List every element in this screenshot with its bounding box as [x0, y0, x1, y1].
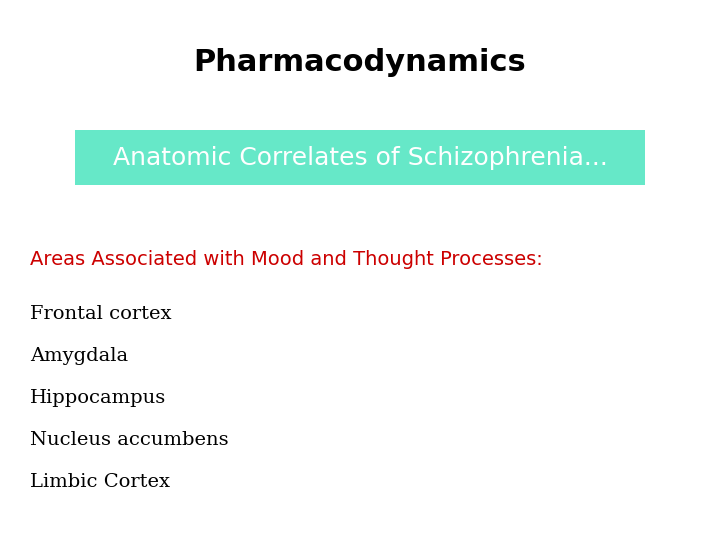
Text: Frontal cortex: Frontal cortex [30, 305, 171, 323]
Text: Limbic Cortex: Limbic Cortex [30, 473, 170, 491]
Text: Amygdala: Amygdala [30, 347, 128, 365]
Text: Nucleus accumbens: Nucleus accumbens [30, 431, 229, 449]
Text: Areas Associated with Mood and Thought Processes:: Areas Associated with Mood and Thought P… [30, 250, 543, 269]
Text: Anatomic Correlates of Schizophrenia...: Anatomic Correlates of Schizophrenia... [112, 145, 608, 170]
Text: Hippocampus: Hippocampus [30, 389, 166, 407]
Text: Pharmacodynamics: Pharmacodynamics [194, 48, 526, 77]
Bar [75, 130, 645, 185]
